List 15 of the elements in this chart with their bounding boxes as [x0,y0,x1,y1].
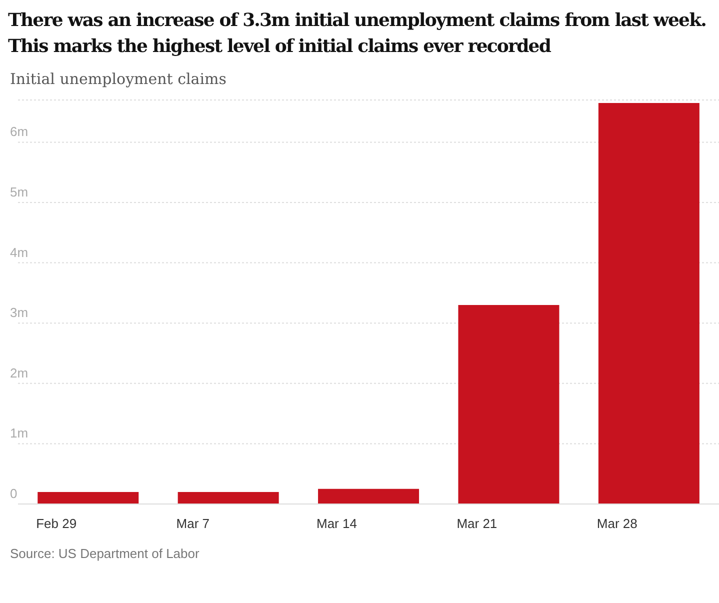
y-tick-label: 4m [10,244,28,260]
x-tick-label: Mar 7 [176,516,210,531]
x-tick-label: Mar 28 [596,516,638,531]
y-tick-label: 3m [10,305,28,320]
y-tick-label: 1m [10,426,28,441]
source-note: Source: US Department of Labor [10,546,200,561]
x-tick-label: Feb 29 [36,516,77,531]
y-axis-title: Initial unemployment claims [10,70,228,88]
y-tick-label: 2m [10,365,28,380]
y-tick-label: 6m [10,124,28,140]
x-tick-label: Mar 21 [456,516,498,531]
y-tick-label: 0 [10,486,18,501]
y-tick-label: 5m [10,184,28,200]
chart-title: There was an increase of 3.3m initial unemployment claims from last week. This marks the highest level of initial claims ever recorded [8,9,708,59]
x-tick-label: Mar 14 [316,516,357,531]
